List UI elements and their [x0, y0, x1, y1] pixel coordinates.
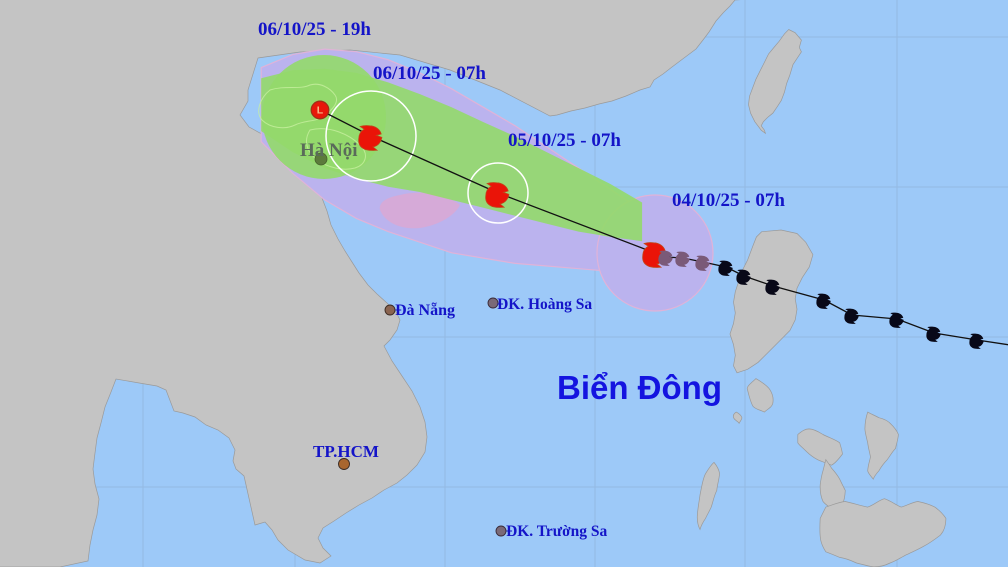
svg-text:ĐK. Hoàng Sa: ĐK. Hoàng Sa — [497, 296, 592, 313]
svg-text:Hà Nội: Hà Nội — [300, 140, 358, 161]
svg-text:06/10/25 - 07h: 06/10/25 - 07h — [373, 63, 486, 84]
svg-text:L: L — [317, 105, 324, 117]
svg-text:ĐK. Trường Sa: ĐK. Trường Sa — [506, 523, 608, 540]
svg-text:TP.HCM: TP.HCM — [313, 442, 379, 461]
svg-text:06/10/25 - 19h: 06/10/25 - 19h — [258, 19, 371, 40]
svg-text:04/10/25 - 07h: 04/10/25 - 07h — [672, 190, 785, 211]
svg-text:Đà Nẵng: Đà Nẵng — [395, 302, 455, 319]
svg-text:05/10/25 - 07h: 05/10/25 - 07h — [508, 130, 621, 151]
svg-text:Biển Đông: Biển Đông — [557, 369, 722, 406]
